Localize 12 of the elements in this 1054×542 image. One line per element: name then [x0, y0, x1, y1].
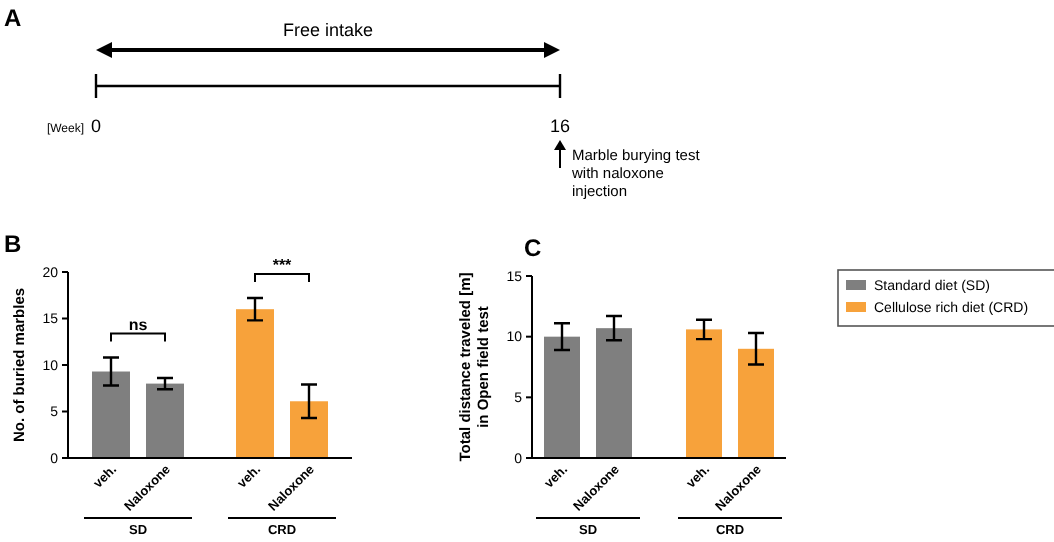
- chart-title: C: [524, 234, 542, 262]
- text: 0: [90, 116, 102, 136]
- text: 16: [549, 116, 571, 136]
- text: Free intake: [282, 20, 374, 40]
- bar: [236, 309, 274, 458]
- chart-title: B: [4, 230, 22, 258]
- annotation: ***: [272, 256, 294, 275]
- bar: [146, 383, 184, 458]
- annotation: ns: [128, 315, 149, 334]
- text: A: [4, 4, 22, 32]
- bar: [290, 401, 328, 458]
- bar: [92, 371, 130, 458]
